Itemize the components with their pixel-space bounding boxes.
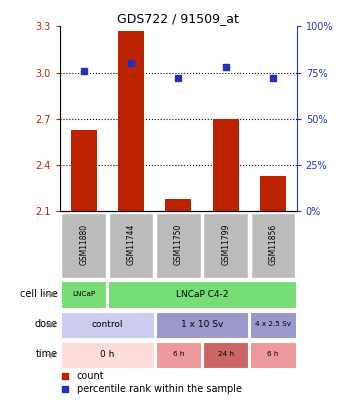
Bar [250, 311, 296, 338]
Text: 4 x 2.5 Sv: 4 x 2.5 Sv [255, 321, 291, 327]
Text: count: count [76, 371, 104, 381]
Point [81, 68, 86, 74]
Text: cell line: cell line [20, 289, 58, 299]
Text: dose: dose [35, 319, 58, 329]
Text: 1 x 10 Sv: 1 x 10 Sv [181, 320, 223, 329]
Text: control: control [92, 320, 123, 329]
Text: LNCaP C4-2: LNCaP C4-2 [176, 290, 228, 298]
Text: GSM11880: GSM11880 [79, 224, 88, 264]
Bar [61, 213, 106, 278]
Bar [61, 281, 106, 308]
Bar [156, 213, 201, 278]
Bar [251, 213, 295, 278]
Bar [118, 31, 144, 211]
Bar [213, 119, 239, 211]
Bar [165, 199, 191, 211]
Text: 6 h: 6 h [267, 352, 279, 358]
Text: LNCaP: LNCaP [72, 291, 95, 297]
Bar [61, 311, 154, 338]
Text: time: time [36, 350, 58, 359]
Text: GSM11799: GSM11799 [221, 224, 230, 265]
Point [270, 75, 276, 81]
Bar [109, 213, 153, 278]
Bar [61, 342, 154, 368]
Bar [108, 281, 296, 308]
Text: 24 h: 24 h [218, 352, 234, 358]
Bar [260, 176, 286, 211]
Point [176, 75, 181, 81]
Point [62, 386, 68, 392]
Point [62, 373, 68, 379]
Text: percentile rank within the sample: percentile rank within the sample [76, 384, 241, 394]
Bar [203, 213, 248, 278]
Bar [71, 130, 97, 211]
Text: GSM11856: GSM11856 [269, 224, 277, 265]
Bar [203, 342, 248, 368]
Bar [156, 342, 201, 368]
Text: GSM11744: GSM11744 [127, 224, 135, 265]
Point [128, 60, 134, 66]
Point [223, 64, 228, 70]
Title: GDS722 / 91509_at: GDS722 / 91509_at [117, 12, 239, 25]
Text: 6 h: 6 h [173, 352, 184, 358]
Text: GSM11750: GSM11750 [174, 224, 183, 265]
Bar [156, 311, 248, 338]
Bar [250, 342, 296, 368]
Text: 0 h: 0 h [100, 350, 115, 359]
